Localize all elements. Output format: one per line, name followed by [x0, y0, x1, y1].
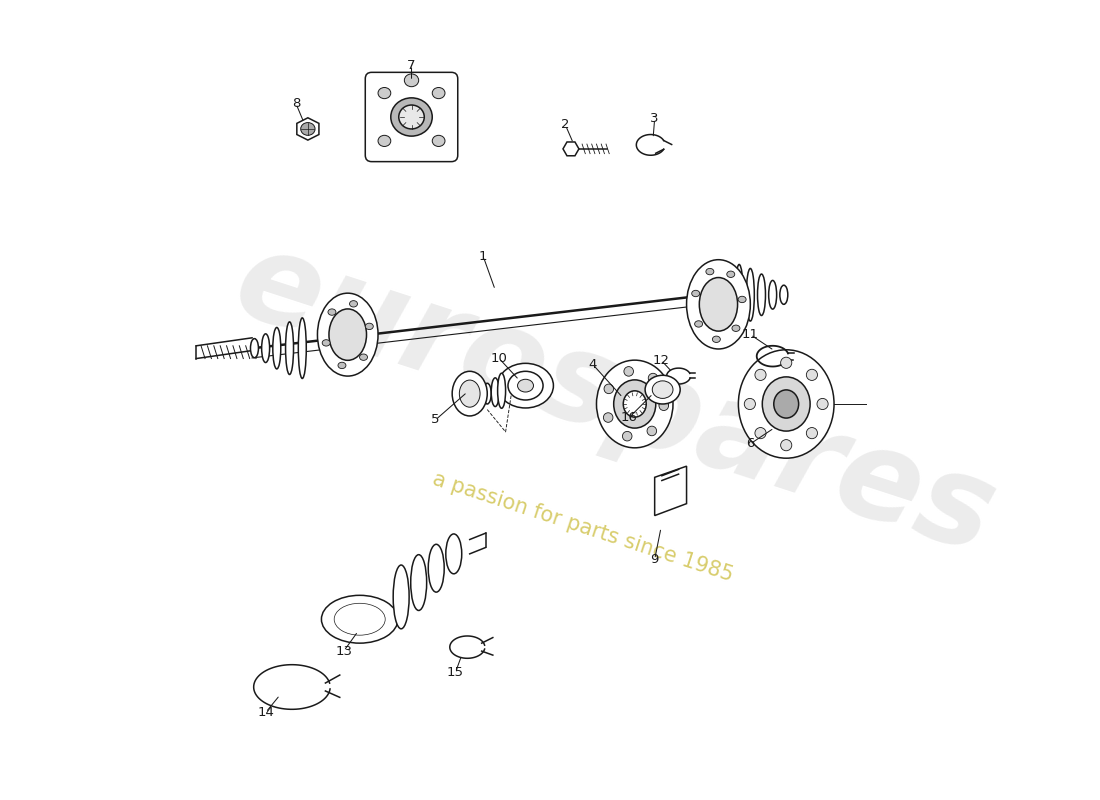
Text: 11: 11: [741, 328, 759, 341]
Ellipse shape: [645, 375, 680, 404]
Ellipse shape: [773, 390, 799, 418]
Ellipse shape: [596, 360, 673, 448]
Ellipse shape: [298, 318, 306, 378]
Polygon shape: [563, 142, 579, 156]
Text: 4: 4: [588, 358, 596, 370]
Ellipse shape: [432, 135, 446, 146]
Ellipse shape: [781, 358, 792, 368]
Ellipse shape: [251, 338, 258, 358]
Ellipse shape: [614, 380, 656, 428]
Ellipse shape: [360, 354, 367, 360]
Ellipse shape: [735, 265, 744, 325]
Ellipse shape: [390, 98, 432, 136]
Ellipse shape: [781, 440, 792, 450]
Ellipse shape: [694, 321, 703, 327]
Ellipse shape: [262, 334, 270, 362]
Ellipse shape: [432, 87, 446, 98]
Ellipse shape: [483, 383, 492, 404]
Ellipse shape: [410, 554, 427, 610]
Ellipse shape: [745, 398, 756, 410]
Ellipse shape: [460, 380, 480, 407]
Text: 5: 5: [431, 414, 440, 426]
Ellipse shape: [318, 293, 378, 376]
Ellipse shape: [604, 384, 614, 394]
Text: 9: 9: [650, 553, 659, 566]
Ellipse shape: [452, 371, 487, 416]
Text: 12: 12: [652, 354, 670, 366]
Text: a passion for parts since 1985: a passion for parts since 1985: [430, 470, 736, 586]
Ellipse shape: [732, 325, 740, 331]
Text: 8: 8: [292, 97, 300, 110]
Ellipse shape: [713, 336, 721, 342]
Ellipse shape: [755, 370, 766, 381]
Ellipse shape: [338, 362, 345, 369]
Polygon shape: [297, 118, 319, 140]
Ellipse shape: [446, 534, 462, 574]
Text: 2: 2: [561, 118, 570, 131]
Ellipse shape: [700, 278, 738, 331]
Text: 7: 7: [407, 58, 416, 72]
Ellipse shape: [806, 427, 817, 438]
Ellipse shape: [497, 363, 553, 408]
Ellipse shape: [755, 427, 766, 438]
Ellipse shape: [624, 366, 634, 376]
FancyBboxPatch shape: [365, 72, 458, 162]
Ellipse shape: [508, 371, 543, 400]
Ellipse shape: [334, 603, 385, 635]
Ellipse shape: [300, 122, 315, 135]
Text: 13: 13: [336, 645, 352, 658]
Ellipse shape: [365, 323, 373, 330]
Text: 16: 16: [620, 411, 638, 424]
Ellipse shape: [692, 290, 700, 297]
Ellipse shape: [623, 431, 632, 441]
Text: 15: 15: [447, 666, 464, 679]
Ellipse shape: [727, 271, 735, 278]
Polygon shape: [654, 466, 686, 515]
Text: 10: 10: [491, 352, 507, 365]
Ellipse shape: [659, 401, 669, 410]
Ellipse shape: [497, 374, 506, 408]
Ellipse shape: [517, 379, 534, 392]
Ellipse shape: [405, 74, 419, 86]
Ellipse shape: [746, 269, 755, 321]
Ellipse shape: [328, 309, 336, 315]
Ellipse shape: [399, 105, 425, 129]
Ellipse shape: [273, 327, 280, 369]
Ellipse shape: [378, 135, 390, 146]
Ellipse shape: [329, 309, 366, 360]
Text: 1: 1: [478, 250, 487, 263]
Text: 3: 3: [650, 112, 659, 125]
Ellipse shape: [769, 281, 777, 309]
Ellipse shape: [322, 340, 330, 346]
Ellipse shape: [604, 413, 613, 422]
Text: 6: 6: [746, 438, 755, 450]
Ellipse shape: [758, 274, 766, 315]
Ellipse shape: [686, 260, 750, 349]
Ellipse shape: [624, 391, 646, 417]
Ellipse shape: [659, 399, 669, 409]
Ellipse shape: [492, 378, 499, 406]
Ellipse shape: [817, 398, 828, 410]
Ellipse shape: [393, 565, 409, 629]
Ellipse shape: [350, 301, 358, 307]
Ellipse shape: [286, 322, 294, 374]
Ellipse shape: [762, 377, 810, 431]
Ellipse shape: [780, 285, 788, 304]
Ellipse shape: [378, 87, 390, 98]
Ellipse shape: [321, 595, 398, 643]
Ellipse shape: [647, 426, 657, 436]
Ellipse shape: [428, 544, 444, 592]
Ellipse shape: [648, 374, 658, 383]
Ellipse shape: [652, 381, 673, 398]
Ellipse shape: [706, 268, 714, 274]
Text: eurospares: eurospares: [220, 220, 1010, 580]
Text: 14: 14: [257, 706, 274, 719]
Ellipse shape: [806, 370, 817, 381]
Ellipse shape: [738, 350, 834, 458]
Ellipse shape: [738, 296, 746, 302]
